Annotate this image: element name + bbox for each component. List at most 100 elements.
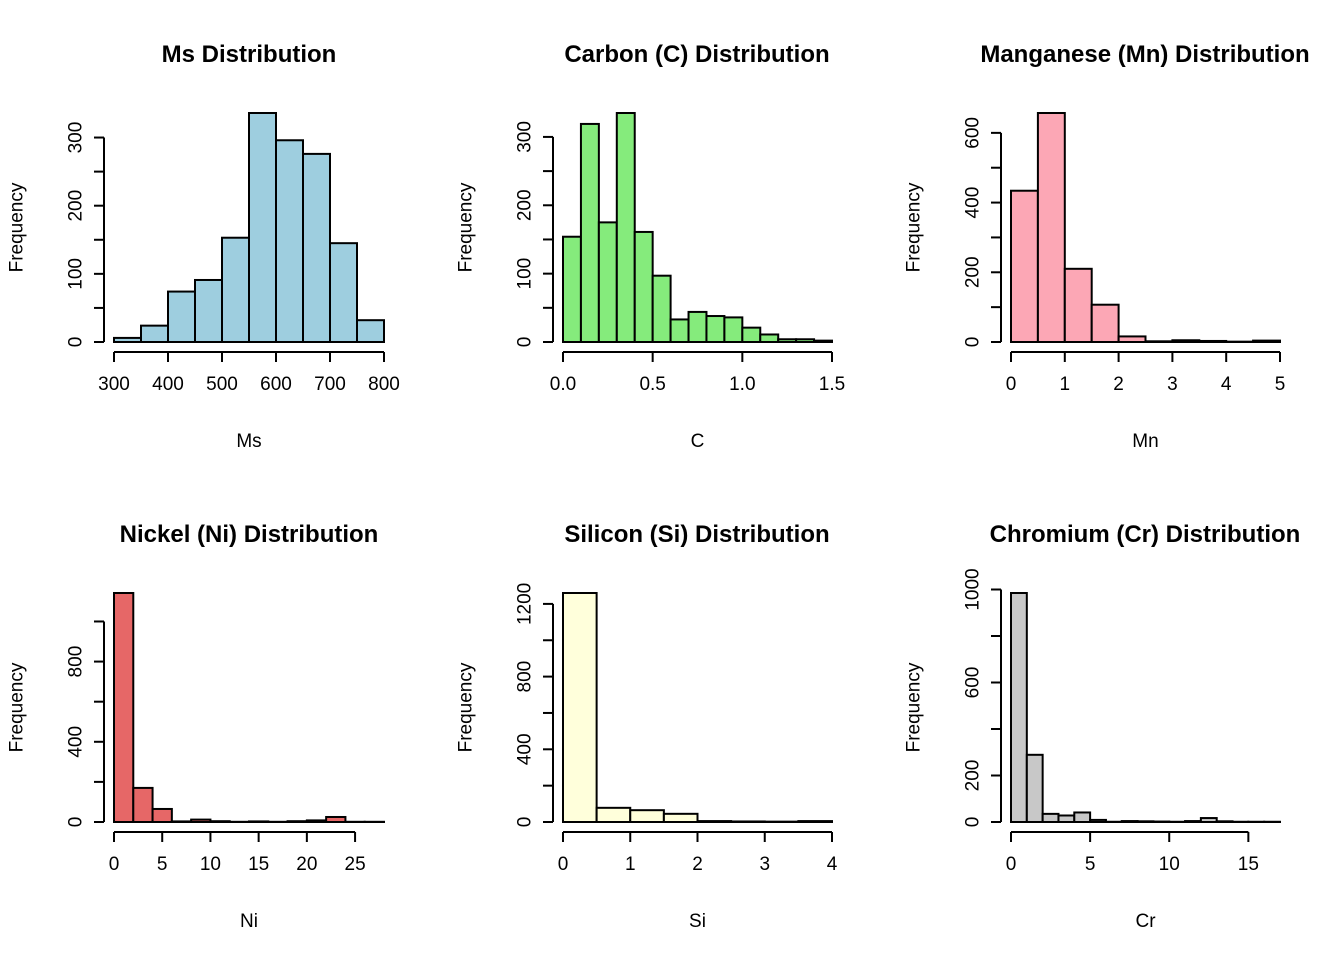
y-axis-label: Frequency <box>456 182 477 272</box>
histogram-panel-cr: Chromium (Cr) Distribution 0 5 10 15 Cr 0 200 60… <box>904 521 1301 932</box>
histogram-bar <box>562 235 582 344</box>
y-tick-label: 400 <box>963 187 984 219</box>
histogram-bar <box>597 221 618 344</box>
histogram-panel-mn: Manganese (Mn) Distribution 0 1 2 3 4 5 Mn 0 200 4… <box>904 41 1310 452</box>
x-tick-label: 0 <box>1006 854 1017 875</box>
histogram-bar <box>795 338 816 344</box>
histogram-bar <box>669 318 690 344</box>
y-tick-label: 400 <box>66 726 87 758</box>
histogram-bar <box>113 336 142 343</box>
histogram-bar <box>797 820 833 823</box>
y-tick-label: 0 <box>515 817 536 828</box>
x-tick-label: 5 <box>1275 374 1286 395</box>
histogram-bar <box>723 316 744 344</box>
histogram-bar <box>687 310 708 344</box>
x-axis-label: Ms <box>236 431 261 452</box>
x-tick-label: 4 <box>827 854 838 875</box>
y-tick-label: 800 <box>66 646 87 678</box>
x-tick-label: 1.0 <box>729 374 755 395</box>
histogram-bar <box>1010 592 1028 823</box>
y-tick-label: 300 <box>66 122 87 154</box>
histogram-panel-ni: Nickel (Ni) Distribution 0 5 10 15 20 25 Ni 0 400… <box>7 521 386 932</box>
x-tick-label: 600 <box>260 374 292 395</box>
y-axis-label: Frequency <box>904 662 925 752</box>
x-tick-label: 3 <box>759 854 770 875</box>
histogram-bar <box>813 339 833 344</box>
x-tick-label: 1 <box>625 854 636 875</box>
y-tick-label: 0 <box>66 817 87 828</box>
histogram-bar <box>1198 339 1228 344</box>
histogram-panel-si: Silicon (Si) Distribution 0 1 2 3 4 Si 0 400 800 1… <box>456 521 838 932</box>
x-tick-label: 25 <box>345 854 366 875</box>
chart-title: Manganese (Mn) Distribution <box>980 41 1309 68</box>
histogram-bar <box>1041 812 1060 823</box>
histogram-bar <box>1184 820 1202 824</box>
histogram-bar <box>329 242 358 343</box>
x-tick-label: 0.5 <box>639 374 665 395</box>
x-tick-label: 2 <box>692 854 703 875</box>
y-tick-label: 800 <box>515 661 536 693</box>
histogram-bar <box>1252 339 1281 343</box>
x-axis-label: Cr <box>1135 911 1156 932</box>
y-tick-label: 0 <box>66 337 87 348</box>
histogram-bar <box>705 315 726 344</box>
histogram-bar <box>615 112 636 343</box>
histogram-bar <box>1199 817 1218 824</box>
y-tick-label: 100 <box>66 258 87 290</box>
histogram-bar <box>696 820 733 823</box>
chart-title: Silicon (Si) Distribution <box>564 521 829 548</box>
x-tick-label: 500 <box>206 374 238 395</box>
x-tick-label: 700 <box>314 374 346 395</box>
histogram-bar <box>1120 820 1139 824</box>
histogram-bar <box>325 815 347 824</box>
y-tick-label: 0 <box>963 337 984 348</box>
y-axis-label: Frequency <box>456 662 477 752</box>
histogram-bar <box>1136 820 1155 824</box>
histogram-bar <box>194 278 223 343</box>
histogram-bar <box>113 592 135 823</box>
x-tick-label: 15 <box>248 854 269 875</box>
histogram-bar <box>1117 335 1147 343</box>
chart-title: Chromium (Cr) Distribution <box>990 521 1301 548</box>
histogram-bar <box>1090 303 1120 343</box>
histogram-bar <box>1010 189 1039 343</box>
y-tick-label: 300 <box>515 121 536 153</box>
histogram-bar <box>1215 820 1234 824</box>
x-tick-label: 300 <box>98 374 130 395</box>
x-axis-label: Mn <box>1132 431 1158 452</box>
x-axis-label: C <box>691 431 705 452</box>
histogram-bar <box>651 274 672 343</box>
histogram-bar <box>302 152 331 343</box>
x-tick-label: 5 <box>157 854 168 875</box>
x-tick-label: 800 <box>368 374 400 395</box>
y-axis-label: Frequency <box>7 662 28 752</box>
histogram-panel-ms: Ms Distribution 300 400 500 600 700 800 Ms 0 100 2… <box>7 41 400 452</box>
histogram-bar <box>579 122 600 343</box>
x-tick-label: 1.5 <box>819 374 845 395</box>
histogram-bar <box>741 326 762 343</box>
x-tick-label: 2 <box>1113 374 1124 395</box>
histogram-bar <box>140 324 169 343</box>
x-tick-label: 1 <box>1060 374 1071 395</box>
histogram-bar <box>170 820 193 824</box>
histogram-bar <box>167 290 196 344</box>
y-tick-label: 200 <box>515 189 536 221</box>
x-tick-label: 3 <box>1167 374 1178 395</box>
histogram-bar <box>1025 753 1044 823</box>
histogram-bar <box>275 139 304 343</box>
histogram-bar <box>356 319 385 344</box>
histogram-bar <box>286 820 308 823</box>
y-tick-label: 200 <box>963 760 984 792</box>
histogram-bar <box>305 819 328 824</box>
histogram-bar <box>759 333 780 343</box>
y-tick-label: 600 <box>963 667 984 699</box>
histogram-bar <box>190 818 212 823</box>
y-axis-label: Frequency <box>7 182 28 272</box>
histogram-bar <box>151 807 173 823</box>
y-tick-label: 0 <box>515 337 536 348</box>
histogram-bar <box>132 786 154 824</box>
histogram-bar <box>248 820 270 824</box>
histogram-bar <box>595 806 632 823</box>
histogram-bar <box>777 338 798 344</box>
